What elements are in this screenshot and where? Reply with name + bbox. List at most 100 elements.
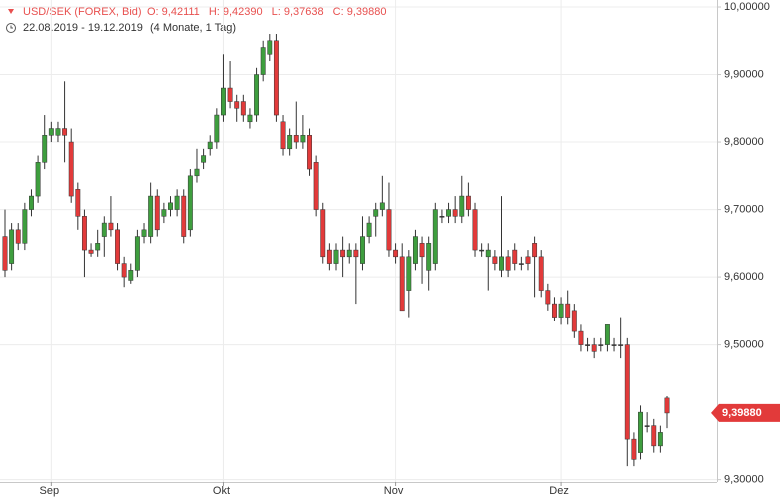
candle-body [333, 249, 339, 264]
candle-body [598, 344, 604, 346]
dropdown-icon[interactable] [8, 9, 14, 14]
candle-body [320, 209, 326, 258]
candle-body [545, 290, 551, 305]
y-tick-label: 9,80000 [724, 136, 764, 148]
candle-body [187, 175, 193, 231]
candle-body [260, 47, 266, 75]
candle-body [121, 263, 127, 278]
y-tick-label: 9,30000 [724, 474, 764, 486]
candle-body [538, 256, 544, 291]
candle-body [611, 344, 617, 346]
candle-body [485, 249, 491, 258]
candle-body [287, 135, 293, 150]
candle-body [631, 438, 637, 460]
ohlc-label: C: 9,39880 [333, 6, 387, 18]
candle-body [565, 303, 571, 318]
candle-body [532, 243, 538, 258]
candle-body [148, 195, 154, 237]
candle-body [234, 101, 240, 109]
y-tick-label: 9,90000 [724, 68, 764, 80]
instrument-label: USD/SEK (FOREX, Bid) [23, 6, 142, 18]
candle-body [221, 87, 226, 116]
candle-body [525, 256, 531, 264]
candle-body [29, 195, 34, 210]
y-tick-label: 10,00000 [724, 1, 770, 13]
candle-body [624, 344, 630, 440]
y-tick-label: 9,60000 [724, 271, 764, 283]
candle-body [518, 263, 524, 265]
x-tick-label: Okt [213, 485, 230, 497]
candle-body [419, 243, 425, 258]
candle-body [571, 310, 577, 332]
candle-body [360, 236, 365, 264]
candle-body [55, 128, 61, 136]
candle-body [154, 195, 160, 231]
candle-body [115, 229, 120, 264]
candle-body [664, 397, 670, 414]
candle-body [15, 229, 21, 244]
y-tick-label: 9,50000 [724, 339, 764, 351]
candle-body [273, 40, 279, 116]
candle-body [399, 256, 405, 312]
candle-body [644, 425, 650, 427]
candle-body [638, 411, 643, 453]
candle-body [247, 114, 253, 123]
price-tag-label: 9,39880 [722, 407, 762, 419]
candle-body [35, 162, 41, 197]
date-range: 22.08.2019 - 19.12.2019 [23, 22, 143, 34]
candle-body [214, 114, 220, 143]
candle-body [618, 344, 624, 346]
candle-body [62, 128, 68, 136]
candle-body [604, 324, 610, 345]
candle-body [499, 256, 504, 271]
x-tick-label: Nov [384, 485, 404, 497]
candle-body [88, 249, 94, 254]
candle-body [307, 135, 312, 170]
x-tick-label: Sep [40, 485, 60, 497]
candle-body [326, 249, 332, 264]
candle-body [2, 236, 8, 271]
clock-hand [10, 25, 13, 29]
candle-body [465, 195, 471, 210]
candle-body [651, 425, 657, 447]
candle-body [432, 209, 438, 264]
candle-body [591, 344, 597, 352]
candle-body [108, 222, 114, 231]
candle-body [313, 162, 319, 210]
candle-body [452, 209, 458, 217]
candle-body [300, 135, 306, 143]
candle-body [168, 202, 173, 210]
candle-body [267, 40, 273, 55]
candle-body [9, 229, 15, 264]
candle-body [386, 209, 392, 251]
price-tag [711, 403, 780, 422]
candle-body [558, 303, 564, 318]
candle-body [207, 141, 213, 150]
candle-body [161, 209, 167, 217]
candle-body [379, 202, 385, 210]
candle-body [227, 87, 233, 102]
candle-body [101, 222, 107, 237]
candle-body [459, 195, 465, 217]
ohlc-label: O: 9,42111 [147, 6, 200, 18]
candle-body [81, 216, 87, 251]
candle-body [134, 236, 140, 271]
clock-icon [6, 23, 16, 33]
candle-body [393, 249, 399, 258]
candle-body [194, 168, 200, 177]
duration: (4 Monate, 1 Tag) [150, 22, 236, 34]
candle-body [48, 128, 54, 136]
candle-body [426, 243, 432, 271]
candle-body [240, 101, 246, 116]
candle-body [578, 330, 584, 345]
candle-body [439, 216, 445, 218]
candle-body [479, 249, 485, 252]
candle-body [505, 256, 511, 271]
candle-body [512, 249, 518, 264]
ohlc-label: L: 9,37638 [272, 6, 324, 18]
x-tick-label: Dez [549, 485, 569, 497]
candle-body [280, 121, 286, 150]
candle-body [42, 135, 48, 163]
